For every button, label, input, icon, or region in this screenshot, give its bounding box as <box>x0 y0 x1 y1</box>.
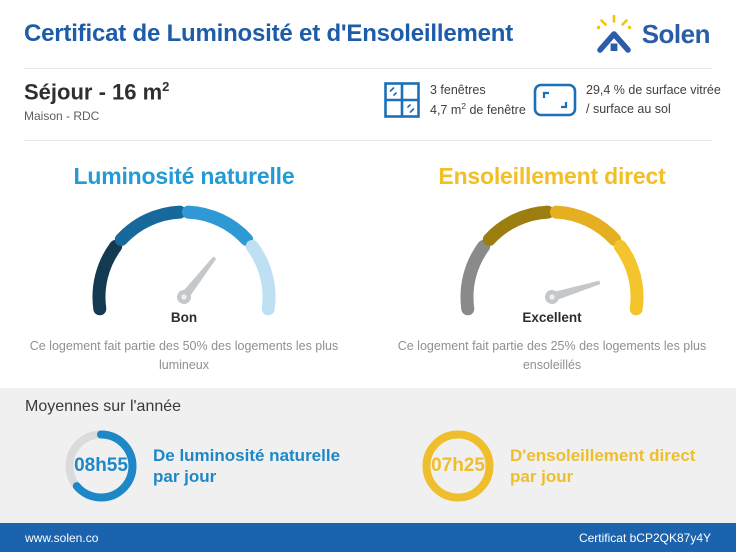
window-icon <box>384 82 420 119</box>
luminosity-hours-value: 08h55 <box>74 455 128 476</box>
averages-heading: Moyennes sur l'année <box>25 398 182 415</box>
sunlight-hours-value: 07h25 <box>431 455 485 476</box>
luminosity-ring: 08h55 <box>63 428 139 504</box>
averages-section: Moyennes sur l'année 08h55 De luminosité… <box>0 388 736 523</box>
averages-row: 08h55 De luminosité naturelle par jour 0… <box>0 428 736 504</box>
page-title: Certificat de Luminosité et d'Ensoleille… <box>24 20 514 47</box>
floor-surface-icon <box>533 83 577 117</box>
luminosity-gauge-block: Luminosité naturelle Bon Ce logement fai… <box>0 141 368 388</box>
brand-name: Solen <box>641 18 711 49</box>
glazing-info: 29,4 % de surface vitrée / surface au so… <box>533 81 721 119</box>
solen-house-sun-icon <box>596 14 631 53</box>
windows-info: 3 fenêtres 4,7 m2 de fenêtre <box>383 81 526 120</box>
luminosity-gauge-needle <box>177 256 217 304</box>
sunlight-ring-chart <box>422 430 494 502</box>
luminosity-rating: Bon <box>170 310 198 325</box>
gauges-section: Luminosité naturelle Bon Ce logement fai… <box>0 141 736 388</box>
sunlight-gauge-needle <box>545 280 601 304</box>
website-link[interactable]: www.solen.co <box>25 530 99 545</box>
sunlight-rating: Excellent <box>522 310 582 325</box>
sunlight-gauge-block: Ensoleillement direct Excellent Ce logem… <box>368 141 736 388</box>
sunlight-hours-label: D'ensoleillement direct par jour <box>510 445 696 486</box>
certificate-id: Certificat bCP2QK87y4Y <box>578 530 711 545</box>
sunlight-average: 07h25 D'ensoleillement direct par jour <box>420 428 714 504</box>
brand-logo: Solen <box>593 14 711 54</box>
luminosity-gauge-title: Luminosité naturelle <box>73 163 295 189</box>
glazing-ratio: 29,4 % de surface vitrée <box>586 83 721 97</box>
sunlight-gauge-title: Ensoleillement direct <box>438 163 666 189</box>
property-summary: Séjour - 16 m2 Maison - RDC 3 fenêtres 4… <box>0 69 736 140</box>
glazing-ratio-2: / surface au sol <box>586 101 671 116</box>
glazing-text: 29,4 % de surface vitrée / surface au so… <box>586 81 721 119</box>
footer: www.solen.co Certificat bCP2QK87y4Y <box>0 523 736 552</box>
room-subtitle: Maison - RDC <box>24 109 100 124</box>
room-block: Séjour - 16 m2 Maison - RDC <box>24 79 169 123</box>
header: Certificat de Luminosité et d'Ensoleille… <box>0 0 736 68</box>
divider <box>24 140 712 141</box>
sunlight-description: Ce logement fait partie des 25% des loge… <box>397 339 707 373</box>
room-title: Séjour - 16 m2 <box>24 79 170 105</box>
luminosity-hours-label: De luminosité naturelle par jour <box>153 445 341 486</box>
luminosity-average: 08h55 De luminosité naturelle par jour <box>63 428 357 504</box>
windows-text: 3 fenêtres 4,7 m2 de fenêtre <box>430 81 526 120</box>
luminosity-gauge <box>92 205 276 316</box>
windows-count: 3 fenêtres <box>430 83 486 97</box>
windows-area: 4,7 m2 de fenêtre <box>430 100 526 117</box>
luminosity-description: Ce logement fait partie des 50% des loge… <box>29 339 339 373</box>
sunlight-gauge <box>460 205 644 316</box>
luminosity-ring-chart <box>65 430 137 502</box>
divider <box>24 68 712 69</box>
sunlight-ring: 07h25 <box>420 428 496 504</box>
